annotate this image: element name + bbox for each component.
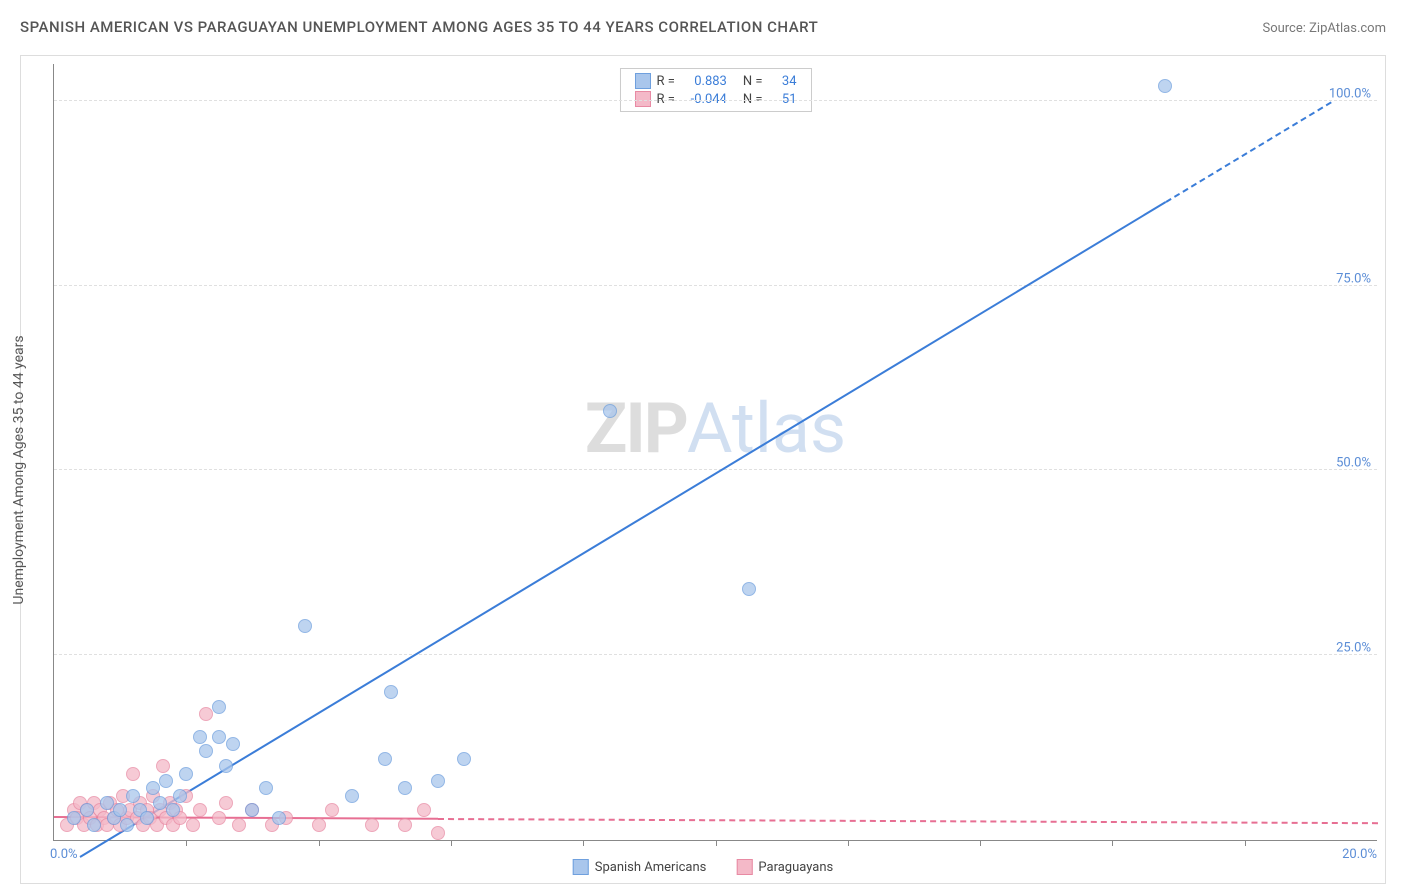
x-tick	[848, 840, 849, 846]
data-point	[186, 818, 200, 832]
data-point	[120, 818, 134, 832]
x-tick	[583, 840, 584, 846]
data-point	[212, 811, 226, 825]
data-point	[365, 818, 379, 832]
stats-legend-box: R = 0.883 N = 34 R = -0.044 N = 51	[619, 68, 811, 112]
trendline	[80, 201, 1167, 858]
data-point	[87, 818, 101, 832]
data-point	[100, 796, 114, 810]
data-point	[173, 789, 187, 803]
swatch-icon	[573, 859, 589, 875]
y-axis-label: Unemployment Among Ages 35 to 44 years	[11, 335, 27, 604]
x-axis-origin-label: 0.0%	[50, 847, 78, 862]
data-point	[378, 752, 392, 766]
data-point	[431, 826, 445, 840]
data-point	[457, 752, 471, 766]
source-link[interactable]: ZipAtlas.com	[1309, 21, 1386, 36]
data-point	[384, 685, 398, 699]
legend-item-1: Paraguayans	[736, 859, 833, 875]
x-tick	[319, 840, 320, 846]
data-point	[156, 759, 170, 773]
data-point	[179, 767, 193, 781]
data-point	[245, 803, 259, 817]
chart-container: Unemployment Among Ages 35 to 44 years Z…	[20, 55, 1386, 884]
trendline	[1166, 101, 1333, 203]
gridline	[54, 469, 1377, 470]
gridline	[54, 654, 1377, 655]
y-tick-label: 100.0%	[1329, 86, 1371, 101]
data-point	[226, 737, 240, 751]
data-point	[153, 796, 167, 810]
data-point	[219, 796, 233, 810]
x-tick	[186, 840, 187, 846]
data-point	[212, 730, 226, 744]
data-point	[431, 774, 445, 788]
data-point	[398, 781, 412, 795]
data-point	[159, 774, 173, 788]
y-tick-label: 75.0%	[1336, 271, 1371, 286]
y-tick-label: 50.0%	[1336, 456, 1371, 471]
x-tick	[716, 840, 717, 846]
x-tick	[980, 840, 981, 846]
y-tick-label: 25.0%	[1336, 641, 1371, 656]
legend-item-0: Spanish Americans	[573, 859, 707, 875]
data-point	[199, 707, 213, 721]
gridline	[54, 285, 1377, 286]
data-point	[193, 803, 207, 817]
x-tick	[1245, 840, 1246, 846]
data-point	[212, 700, 226, 714]
data-point	[113, 803, 127, 817]
data-point	[1158, 79, 1172, 93]
chart-title: SPANISH AMERICAN VS PARAGUAYAN UNEMPLOYM…	[20, 18, 818, 36]
data-point	[312, 818, 326, 832]
data-point	[126, 767, 140, 781]
data-point	[67, 811, 81, 825]
data-point	[298, 619, 312, 633]
data-point	[742, 582, 756, 596]
data-point	[126, 789, 140, 803]
series-legend: Spanish Americans Paraguayans	[573, 859, 834, 875]
data-point	[140, 811, 154, 825]
data-point	[166, 803, 180, 817]
watermark: ZIPAtlas	[585, 388, 846, 470]
x-tick	[1112, 840, 1113, 846]
data-point	[146, 781, 160, 795]
data-point	[232, 818, 246, 832]
data-point	[259, 781, 273, 795]
trendline	[438, 818, 1378, 824]
swatch-icon	[634, 73, 650, 89]
x-axis-max-label: 20.0%	[1342, 847, 1377, 862]
stats-row-series-0: R = 0.883 N = 34	[634, 73, 796, 89]
data-point	[325, 803, 339, 817]
scatter-plot: ZIPAtlas R = 0.883 N = 34 R = -0.044 N =…	[53, 64, 1377, 841]
x-tick	[451, 840, 452, 846]
data-point	[193, 730, 207, 744]
gridline	[54, 100, 1377, 101]
data-point	[272, 811, 286, 825]
data-point	[80, 803, 94, 817]
swatch-icon	[736, 859, 752, 875]
data-point	[398, 818, 412, 832]
source-attribution: Source: ZipAtlas.com	[1262, 21, 1386, 36]
data-point	[219, 759, 233, 773]
data-point	[345, 789, 359, 803]
data-point	[603, 404, 617, 418]
data-point	[199, 744, 213, 758]
data-point	[417, 803, 431, 817]
